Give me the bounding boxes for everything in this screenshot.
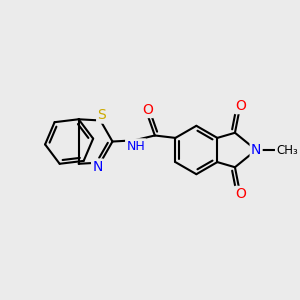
Text: O: O (142, 103, 153, 117)
Text: O: O (235, 187, 246, 201)
Text: CH₃: CH₃ (276, 143, 298, 157)
Text: O: O (235, 99, 246, 113)
Text: S: S (98, 108, 106, 122)
Text: NH: NH (126, 140, 145, 152)
Text: N: N (251, 143, 261, 157)
Text: N: N (92, 160, 103, 174)
